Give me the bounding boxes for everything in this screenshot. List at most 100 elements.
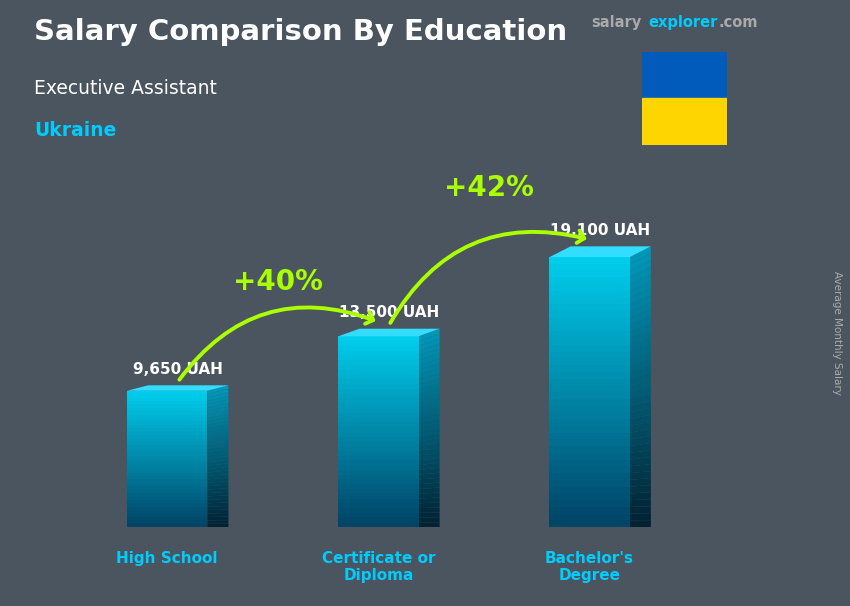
Polygon shape: [418, 368, 439, 379]
Polygon shape: [630, 296, 651, 311]
Polygon shape: [630, 436, 651, 446]
Polygon shape: [549, 439, 630, 446]
Polygon shape: [207, 456, 229, 462]
Polygon shape: [549, 304, 630, 311]
Polygon shape: [338, 441, 418, 446]
Polygon shape: [207, 418, 229, 425]
Polygon shape: [207, 403, 229, 411]
Polygon shape: [338, 436, 418, 441]
Polygon shape: [549, 278, 630, 284]
Polygon shape: [549, 271, 630, 278]
Polygon shape: [418, 468, 439, 474]
Polygon shape: [127, 394, 207, 398]
Polygon shape: [207, 442, 229, 449]
Polygon shape: [338, 418, 418, 422]
Polygon shape: [338, 518, 418, 522]
Polygon shape: [549, 291, 630, 298]
Polygon shape: [207, 393, 229, 401]
Polygon shape: [338, 394, 418, 398]
Polygon shape: [418, 473, 439, 479]
Polygon shape: [549, 365, 630, 372]
Polygon shape: [207, 439, 229, 445]
Polygon shape: [418, 383, 439, 394]
Polygon shape: [127, 524, 207, 527]
Polygon shape: [338, 513, 418, 518]
Polygon shape: [338, 370, 418, 375]
Polygon shape: [127, 469, 207, 473]
Polygon shape: [630, 380, 651, 392]
Polygon shape: [338, 360, 418, 365]
Polygon shape: [630, 288, 651, 304]
Polygon shape: [418, 378, 439, 389]
Polygon shape: [338, 365, 418, 370]
Polygon shape: [338, 389, 418, 394]
Polygon shape: [127, 483, 207, 486]
Polygon shape: [630, 261, 651, 278]
Polygon shape: [418, 413, 439, 422]
Polygon shape: [207, 499, 229, 504]
Polygon shape: [207, 428, 229, 435]
Polygon shape: [338, 508, 418, 513]
Polygon shape: [207, 389, 229, 398]
Polygon shape: [549, 257, 630, 264]
Polygon shape: [207, 513, 229, 517]
Polygon shape: [207, 445, 229, 452]
Polygon shape: [338, 351, 418, 355]
Polygon shape: [338, 499, 418, 504]
Polygon shape: [418, 433, 439, 441]
Text: 13,500 UAH: 13,500 UAH: [339, 305, 439, 320]
Bar: [642, 52, 727, 98]
Polygon shape: [207, 431, 229, 439]
Polygon shape: [338, 474, 418, 479]
Polygon shape: [338, 504, 418, 508]
Polygon shape: [207, 491, 229, 496]
Polygon shape: [338, 484, 418, 489]
Polygon shape: [338, 375, 418, 379]
Polygon shape: [207, 495, 229, 500]
Polygon shape: [630, 253, 651, 271]
Text: Salary Comparison By Education: Salary Comparison By Education: [34, 18, 567, 46]
Polygon shape: [418, 408, 439, 418]
Polygon shape: [338, 341, 418, 346]
Bar: [642, 98, 727, 145]
Polygon shape: [418, 418, 439, 427]
Polygon shape: [207, 488, 229, 493]
Polygon shape: [338, 336, 418, 341]
Polygon shape: [338, 413, 418, 418]
Polygon shape: [338, 355, 418, 360]
Polygon shape: [549, 473, 630, 480]
Polygon shape: [418, 493, 439, 499]
Polygon shape: [549, 405, 630, 413]
Polygon shape: [338, 403, 418, 408]
Polygon shape: [549, 372, 630, 379]
Polygon shape: [127, 493, 207, 496]
Polygon shape: [207, 470, 229, 476]
Polygon shape: [549, 460, 630, 467]
Polygon shape: [127, 459, 207, 462]
Polygon shape: [630, 338, 651, 351]
Polygon shape: [207, 516, 229, 521]
Text: +40%: +40%: [233, 268, 323, 296]
Polygon shape: [207, 421, 229, 428]
Polygon shape: [549, 351, 630, 358]
Polygon shape: [630, 310, 651, 325]
Polygon shape: [630, 506, 651, 514]
Polygon shape: [418, 463, 439, 470]
Polygon shape: [127, 452, 207, 456]
Polygon shape: [549, 284, 630, 291]
Text: Executive Assistant: Executive Assistant: [34, 79, 217, 98]
Polygon shape: [338, 379, 418, 384]
Polygon shape: [630, 359, 651, 372]
Polygon shape: [338, 456, 418, 461]
Polygon shape: [418, 364, 439, 375]
Polygon shape: [207, 481, 229, 486]
Polygon shape: [127, 428, 207, 431]
Polygon shape: [127, 385, 229, 391]
Polygon shape: [549, 379, 630, 385]
Polygon shape: [630, 499, 651, 507]
Polygon shape: [127, 445, 207, 449]
Polygon shape: [549, 487, 630, 493]
Polygon shape: [127, 442, 207, 445]
Polygon shape: [549, 338, 630, 345]
Polygon shape: [418, 453, 439, 461]
